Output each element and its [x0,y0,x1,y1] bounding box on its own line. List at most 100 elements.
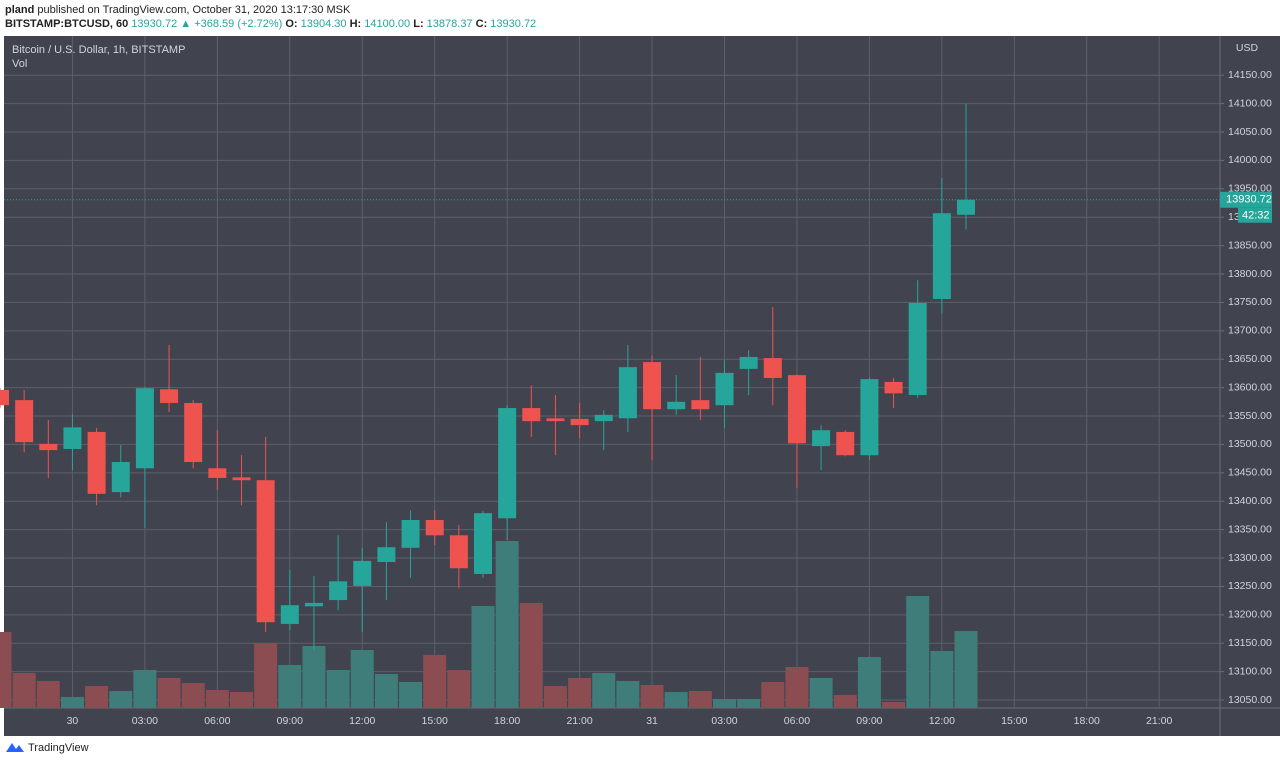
volume-bar [737,699,761,708]
candle-body [739,356,758,369]
volume-bar [302,646,326,708]
candle-body [570,418,589,426]
countdown: 42:32 [1242,210,1270,222]
volume-bar [930,651,954,708]
y-tick-label: 14150.00 [1228,69,1272,81]
y-tick-label: 14050.00 [1228,126,1272,138]
volume-bar [181,683,205,708]
candle-body [184,402,203,463]
candle-body [111,462,130,493]
last-price-label: 13930.72 [1226,194,1272,206]
volume-bar [447,670,471,708]
footer-brand[interactable]: TradingView [28,742,89,754]
volume-bar [230,692,253,708]
logo-icon[interactable] [6,743,24,752]
axes: 14150.00 14100.00 14050.00 14000.00 13950.00… [4,69,1272,727]
y-tick-label: 14100.00 [1228,97,1272,109]
y-tick-label: 13950.00 [1228,183,1272,195]
volume-bar [592,673,616,708]
o-label: O: [285,18,297,30]
x-tick-label: 21:00 [1146,715,1172,727]
volume-bar [809,678,833,708]
volume-bar [761,682,785,708]
symbol-line: BITSTAMP:BTCUSD, 60 13930.72 ▲ +368.59 (… [5,18,536,30]
y-tick-label: 13250.00 [1228,580,1272,592]
volume-bar [616,681,640,708]
x-tick-label: 30 [67,715,79,727]
candle-body [232,477,251,481]
candle-body [135,388,154,469]
candle-body [304,602,323,607]
volume-bar [471,606,495,708]
candle-body [715,372,734,406]
y-tick-label: 14000.00 [1228,154,1272,166]
volume-bar [688,691,712,708]
countdown-box [1238,207,1272,223]
chart-background [4,36,1280,736]
currency[interactable]: USD [1236,42,1259,54]
x-tick-label: 12:00 [929,715,955,727]
candle-body [449,535,468,569]
y-tick-label: 13500.00 [1228,438,1272,450]
header-line: pland published on TradingView.com, Octo… [5,4,351,16]
candle-body [522,408,541,422]
volume-bar [12,673,36,708]
currency-box[interactable] [1232,40,1262,56]
candle-body [884,381,903,394]
candle-body [256,480,275,623]
candle-body [691,400,710,410]
candle-body [787,375,806,444]
last-price-box [1220,191,1272,208]
volume-bar [495,541,519,708]
x-tick-label: 06:00 [784,715,810,727]
y-tick-label: 13600.00 [1228,381,1272,393]
x-tick-label: 31 [646,715,658,727]
candle-body [546,418,565,422]
x-tick-label: 03:00 [132,715,158,727]
x-tick-label: 15:00 [1001,715,1027,727]
volume-bar [374,674,398,708]
volume-label: Vol [12,58,27,70]
x-tick-label: 18:00 [1074,715,1100,727]
candle-body [425,519,444,536]
x-tick-label: 09:00 [856,715,882,727]
candle-body [0,389,9,406]
candle-body [63,427,82,449]
x-tick-label: 21:00 [566,715,592,727]
y-tick-label: 13050.00 [1228,694,1272,706]
candle-body [87,431,106,494]
candle-body [280,605,299,624]
candle-body [377,547,396,563]
candle-body [860,379,879,456]
volume-bar [350,650,374,708]
y-tick-label: 13450.00 [1228,467,1272,479]
volume-bar [640,685,664,708]
author: pland [5,4,34,16]
volume-bar [543,686,567,708]
candle-body [329,581,348,601]
y-tick-label: 13150.00 [1228,637,1272,649]
chart-title: Bitcoin / U.S. Dollar, 1h, BITSTAMP [12,44,185,56]
volume-pane [0,541,978,708]
c-label: C: [476,18,488,30]
last: 13930.72 [131,18,177,30]
footer-logo[interactable]: TradingView [6,742,89,754]
y-tick-label: 13700.00 [1228,325,1272,337]
candle-body [908,302,927,396]
y-tick-label: 13750.00 [1228,296,1272,308]
candle-body [474,513,492,574]
published: published on TradingView.com, October 31… [37,4,351,16]
volume-bar [954,631,978,708]
volume-bar [0,632,12,708]
volume-bar [857,657,881,708]
candle-body [957,199,975,215]
volume-bar [254,643,278,708]
candle-body [39,443,58,451]
x-tick-label: 09:00 [277,715,303,727]
candle-body [208,468,227,478]
volume-bar [568,678,592,708]
candle-body [667,401,686,410]
y-tick-label: 13200.00 [1228,609,1272,621]
change: ▲ +368.59 (+2.72%) [180,18,282,30]
